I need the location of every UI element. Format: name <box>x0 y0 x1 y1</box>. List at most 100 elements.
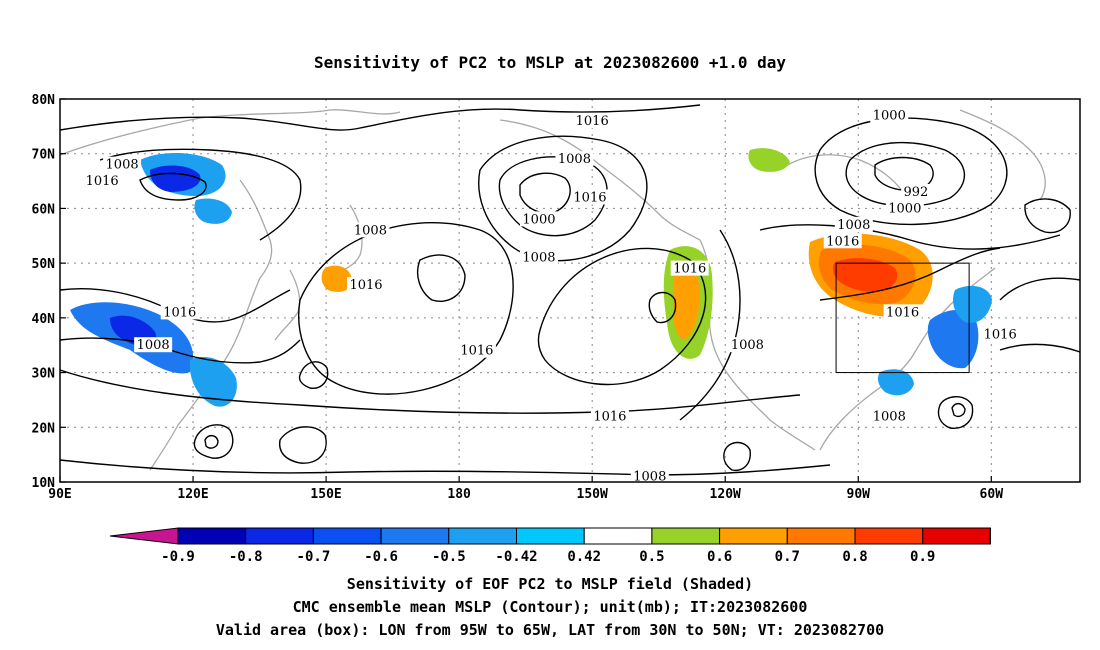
contour-label-bg <box>519 211 558 227</box>
contour-label: 1008 <box>106 158 139 173</box>
contour-aleutian-low-mid <box>498 156 608 237</box>
contour-label-bg <box>981 326 1020 342</box>
lon-label: 120E <box>177 487 208 502</box>
colorbar-label: 0.42 <box>567 549 601 565</box>
valid-area-box <box>835 262 970 374</box>
contour-label-bg <box>103 156 142 172</box>
lon-label: 120W <box>710 487 741 502</box>
contour-label: 1016 <box>984 327 1017 342</box>
colorbar-label: 0.5 <box>639 549 664 565</box>
contour-label-bg <box>834 216 873 232</box>
coastline-asia-east <box>149 179 273 471</box>
lat-label: 10N <box>32 476 56 491</box>
lat-label: 50N <box>32 257 56 272</box>
coastline-japan <box>274 269 301 341</box>
shade-positive-arctic <box>748 148 790 172</box>
contour-label: 1016 <box>349 278 382 293</box>
contour-arctic-low-992 <box>845 141 966 207</box>
lon-label: 60W <box>980 487 1004 502</box>
contour-label: 1008 <box>354 223 387 238</box>
lon-label: 90E <box>48 487 71 502</box>
colorbar-segment <box>854 527 924 545</box>
contour-label: 1016 <box>593 409 626 424</box>
contour-label: 1008 <box>522 251 555 266</box>
contour-label-bg <box>134 337 173 353</box>
contour-label: 1008 <box>558 152 591 167</box>
contour-arctic-low-984 <box>874 156 934 192</box>
contour-west-pacific-1 <box>278 426 327 464</box>
coastline-greenland <box>959 109 1046 201</box>
coastline-hudson-bay <box>779 154 906 196</box>
contour-label-bg <box>670 260 709 276</box>
shade-negative-west-pacific <box>194 198 232 224</box>
contour-label-bg <box>573 112 612 128</box>
contour-label: 1016 <box>826 234 859 249</box>
contour-label: 1016 <box>163 305 196 320</box>
contour-label-bg <box>351 222 390 238</box>
contour-aleutian-low-outer <box>478 135 648 262</box>
shade-negative-taiwan <box>189 356 237 407</box>
colorbar-segment <box>516 527 585 545</box>
colorbar-segment <box>583 527 653 545</box>
contour-taiwan-low-inner <box>204 434 219 449</box>
contour-1016-siberia <box>139 172 207 201</box>
colorbar-segment <box>786 527 856 545</box>
contour-label-bg <box>870 107 909 123</box>
contour-label-bg <box>590 408 629 424</box>
contour-1016-south <box>59 369 801 414</box>
colorbar-label: -0.7 <box>297 549 331 565</box>
shade-positive-kamchatka <box>321 265 352 292</box>
colorbar-segment <box>312 527 382 545</box>
contour-label: 1008 <box>873 409 906 424</box>
colorbar-label: 0.8 <box>842 549 867 565</box>
contour-mid-pacific-1 <box>648 291 677 324</box>
caption-line-2: CMC ensemble mean MSLP (Contour); unit(m… <box>293 598 808 616</box>
contour-label: 1016 <box>573 190 606 205</box>
shade-positive-northeast-pacific-core <box>673 266 700 340</box>
shade-negative-us-east-coast <box>953 285 992 323</box>
lat-label: 40N <box>32 312 56 327</box>
contour-pacific-high-inner <box>416 254 466 302</box>
lon-label: 180 <box>447 487 471 502</box>
contour-taiwan-low-outer <box>193 424 234 459</box>
contour-trough-1008 <box>759 224 1061 250</box>
lat-label: 60N <box>32 202 56 217</box>
contour-label-bg <box>883 304 922 320</box>
contour-mid-atlantic-low <box>1024 198 1071 234</box>
contour-label: 1016 <box>886 305 919 320</box>
lat-label: 80N <box>32 93 56 108</box>
contour-pacific-high <box>298 221 514 395</box>
contour-label-bg <box>519 249 558 265</box>
lon-label: 150E <box>310 487 341 502</box>
contour-label: 1016 <box>576 114 609 129</box>
colorbar-segment <box>922 527 991 545</box>
contour-label-bg <box>160 304 199 320</box>
lon-label: 150W <box>577 487 608 502</box>
contour-label-bg <box>630 468 669 484</box>
shade-negative-us-east <box>927 309 979 369</box>
contour-label: 1008 <box>837 218 870 233</box>
contour-label-bg <box>885 200 924 216</box>
lat-label: 20N <box>32 421 56 436</box>
lat-label: 30N <box>32 367 56 382</box>
caption-line-1: Sensitivity of EOF PC2 to MSLP field (Sh… <box>347 575 753 593</box>
colorbar-segment <box>651 527 721 545</box>
contour-label: 1016 <box>86 174 119 189</box>
caption-line-3: Valid area (box): LON from 95W to 65W, L… <box>216 621 884 639</box>
contour-label: 1000 <box>888 201 921 216</box>
colorbar-label: -0.9 <box>161 549 195 565</box>
coastline-alaska <box>499 119 701 241</box>
contour-label: 1016 <box>460 344 493 359</box>
contour-asia-1008 <box>59 337 301 364</box>
colorbar-label: 0.7 <box>775 549 800 565</box>
coastline-siberia <box>59 109 401 156</box>
colorbar-label: 0.6 <box>707 549 732 565</box>
map-title: Sensitivity of PC2 to MSLP at 2023082600… <box>314 53 786 72</box>
contour-label: 1008 <box>633 470 666 485</box>
contour-aleutian-low-inner <box>519 172 571 214</box>
contour-label-bg <box>555 151 594 167</box>
colorbar-label: 0.9 <box>910 549 935 565</box>
contour-label: 1016 <box>673 262 706 277</box>
